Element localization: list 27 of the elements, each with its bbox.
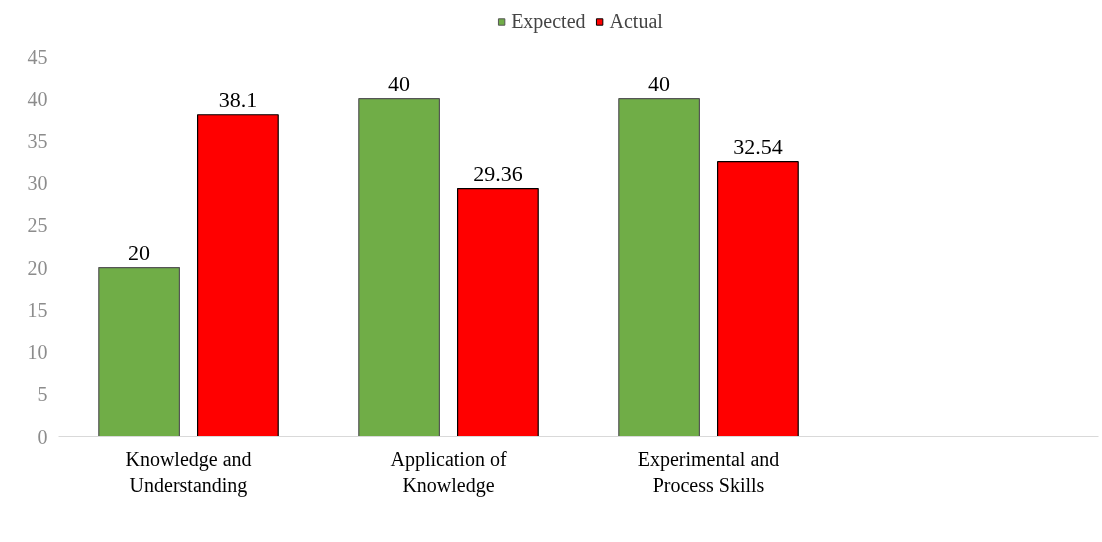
data-label: 40 bbox=[648, 70, 671, 96]
bar bbox=[197, 114, 279, 437]
bar bbox=[457, 187, 539, 437]
legend-label: Actual bbox=[609, 9, 663, 33]
y-tick-label: 40 bbox=[27, 87, 48, 110]
data-label: 40 bbox=[388, 70, 411, 96]
y-tick-label: 35 bbox=[27, 129, 48, 152]
y-tick-label: 10 bbox=[27, 341, 48, 364]
data-label: 29.36 bbox=[473, 160, 523, 186]
data-label: 32.54 bbox=[733, 133, 783, 159]
x-tick-label: Experimental and Process Skills bbox=[637, 447, 780, 496]
y-tick-label: 45 bbox=[27, 45, 48, 68]
y-tick-label: 0 bbox=[37, 425, 48, 448]
y-tick-label: 5 bbox=[37, 383, 48, 406]
x-tick-label: Knowledge and Understanding bbox=[125, 447, 252, 497]
bar bbox=[358, 98, 440, 437]
x-tick-label: Application of Knowledge bbox=[390, 447, 507, 497]
y-tick-label: 25 bbox=[27, 214, 48, 237]
y-tick-label: 30 bbox=[27, 172, 48, 195]
bar bbox=[717, 161, 799, 437]
y-tick-label: 20 bbox=[27, 256, 48, 279]
legend-label: Expected bbox=[511, 9, 586, 33]
bar bbox=[98, 267, 180, 437]
bar bbox=[618, 98, 700, 437]
y-tick-label: 15 bbox=[27, 298, 48, 321]
data-label: 38.1 bbox=[218, 86, 258, 112]
data-label: 20 bbox=[128, 239, 151, 265]
